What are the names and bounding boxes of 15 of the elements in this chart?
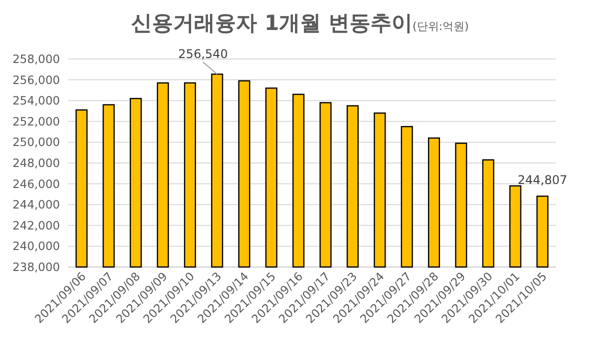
y-tick-label: 256,000	[12, 72, 60, 87]
y-tick-label: 240,000	[12, 239, 60, 254]
y-tick-label: 244,000	[12, 198, 60, 212]
chart-title: 신용거래융자 1개월 변동추이	[131, 11, 412, 35]
y-tick-label: 242,000	[12, 218, 60, 232]
y-tick-label: 248,000	[12, 156, 60, 170]
data-label: 244,807	[518, 173, 568, 188]
y-tick-label: 238,000	[12, 260, 60, 274]
y-tick-label: 254,000	[12, 94, 60, 108]
data-label: 256,540	[178, 47, 228, 62]
y-tick-label: 252,000	[12, 114, 60, 128]
y-tick-label: 250,000	[12, 135, 60, 150]
y-tick-label: 258,000	[12, 52, 60, 66]
chart-subtitle: (단위:억원)	[412, 20, 469, 33]
y-tick-label: 246,000	[12, 176, 60, 191]
